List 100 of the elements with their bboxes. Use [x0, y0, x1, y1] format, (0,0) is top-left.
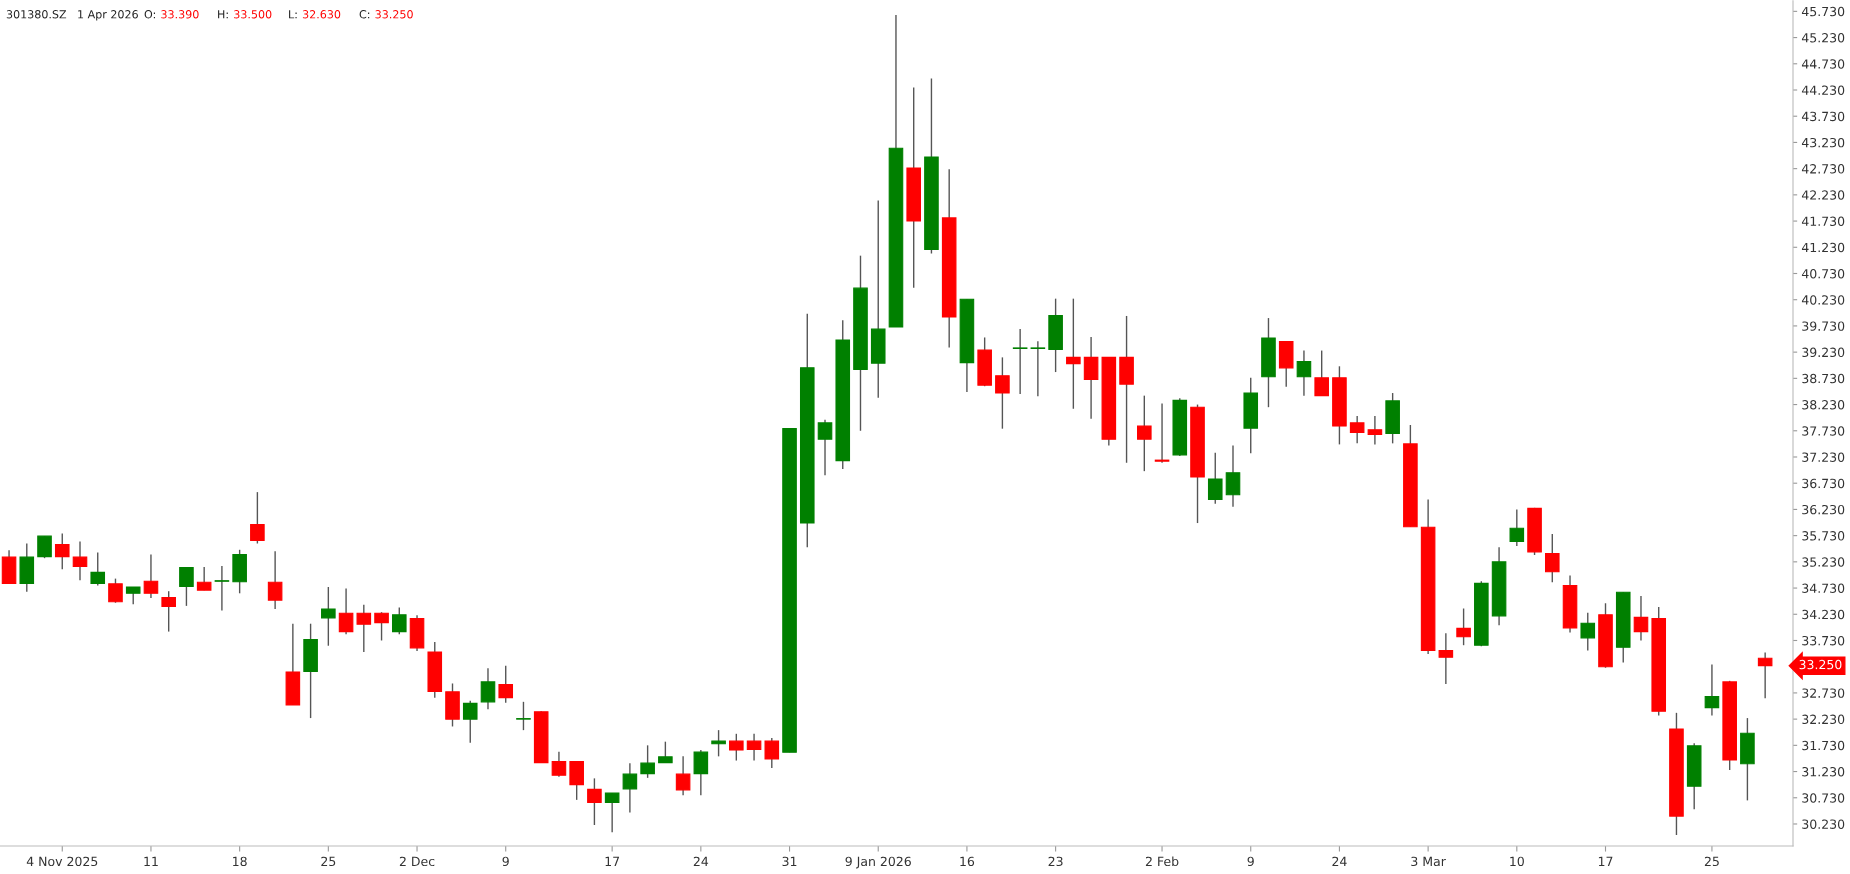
x-tick-label: 2 Feb	[1145, 856, 1179, 867]
text: 33.250	[1799, 659, 1842, 670]
candlestick	[37, 535, 52, 559]
candlestick	[1207, 452, 1223, 505]
y-tick-label: 34.730	[1802, 583, 1845, 593]
y-tick-label: 39.230	[1802, 347, 1845, 358]
y-tick-label: 43.730	[1801, 111, 1845, 122]
y-tick-label: 38.230	[1802, 400, 1845, 410]
annotation: L: 32.630	[289, 10, 341, 19]
y-tick-label: 41.730	[1801, 216, 1845, 226]
candlestick	[675, 755, 691, 796]
y-tick-label: 45.230	[1801, 33, 1845, 43]
candlestick	[1030, 340, 1046, 397]
x-tick-label: 17	[1598, 856, 1613, 866]
y-tick-label: 36.230	[1802, 504, 1845, 515]
y-tick-label: 42.730	[1801, 164, 1845, 174]
candlestick	[1367, 415, 1383, 446]
y-tick-label: 30.730	[1802, 793, 1845, 803]
y-tick-label: 39.730	[1802, 321, 1845, 331]
x-tick-label: 24	[693, 856, 709, 866]
y-tick-label: 31.230	[1802, 767, 1845, 777]
candlestick	[1012, 328, 1028, 395]
candlestick	[321, 586, 336, 647]
x-tick-label: 23	[1048, 856, 1063, 867]
candlestick	[214, 565, 230, 612]
y-tick-label: 35.230	[1802, 557, 1845, 567]
y-tick-label: 30.230	[1802, 819, 1845, 829]
y-tick-label: 34.230	[1802, 609, 1845, 620]
candlestick	[569, 760, 584, 801]
candlestick	[338, 587, 354, 635]
candlestick	[1296, 349, 1312, 397]
candlestick	[498, 664, 514, 704]
x-tick-label: 9	[1247, 856, 1254, 867]
candlestick	[1633, 595, 1649, 642]
candlestick	[1083, 336, 1099, 420]
annotation: O: 33.390	[144, 10, 199, 19]
text: 301380.SZ	[6, 10, 67, 19]
candlestick	[1349, 415, 1365, 445]
y-tick-label: 31.730	[1802, 740, 1845, 751]
candlestick	[90, 551, 106, 587]
candlestick	[711, 729, 726, 758]
candlestick	[391, 606, 407, 635]
x-tick-label: 24	[1332, 856, 1347, 866]
text: 1 Apr 2026	[78, 10, 138, 21]
x-tick-label: 31	[782, 856, 797, 867]
candlestick	[1456, 607, 1471, 646]
candlestick	[72, 540, 88, 581]
candlestick	[1509, 508, 1525, 547]
candlestick	[1704, 663, 1720, 717]
y-tick-label: 45.730	[1801, 6, 1845, 17]
y-tick-label: 35.730	[1802, 531, 1845, 541]
candlestick	[1544, 533, 1560, 583]
candlestick	[640, 744, 655, 779]
candlestick	[1314, 349, 1329, 397]
candlestick	[1137, 394, 1152, 472]
candlestick	[250, 491, 265, 545]
x-tick-label: 9 Jan 2026	[845, 856, 911, 869]
annotation: H: 33.500	[218, 10, 272, 19]
candlestick	[374, 611, 389, 642]
candlestick	[622, 762, 638, 814]
x-tick-label: 18	[233, 856, 247, 867]
candlestick	[267, 550, 283, 610]
candlestick	[995, 356, 1010, 430]
y-tick-label: 44.230	[1801, 85, 1845, 95]
candlestick	[604, 792, 620, 834]
y-tick-label: 37.730	[1802, 426, 1845, 436]
candlestick	[516, 701, 531, 731]
candlestick	[1154, 402, 1170, 464]
candlestick	[746, 733, 762, 762]
x-tick-label: 17	[605, 856, 620, 866]
candlestick	[587, 777, 602, 826]
x-tick-label: 25	[1704, 856, 1719, 867]
candlestick	[462, 700, 478, 744]
x-tick-label: 2 Dec	[399, 856, 435, 867]
candlestick	[179, 566, 194, 607]
y-tick-label: 36.730	[1802, 478, 1845, 489]
y-tick-label: 32.230	[1802, 714, 1845, 725]
candlestick	[196, 566, 212, 591]
candlestick	[54, 532, 70, 570]
candlestick	[1066, 297, 1081, 410]
y-tick-label: 33.730	[1802, 635, 1845, 646]
y-tick-label: 32.730	[1802, 688, 1845, 698]
x-tick-label: 4 Nov 2025	[26, 856, 98, 867]
y-tick-label: 42.230	[1801, 190, 1845, 200]
candlestick	[658, 740, 673, 764]
candlestick	[817, 419, 833, 477]
candlestick	[1438, 632, 1454, 685]
candlestick	[480, 667, 496, 710]
x-tick-label: 9	[502, 856, 509, 867]
candlestick	[764, 737, 780, 769]
y-tick-label: 38.730	[1802, 373, 1845, 384]
annotation: C: 33.250	[359, 10, 413, 19]
candlestick	[1757, 651, 1773, 699]
candlestick	[729, 733, 744, 762]
x-tick-label: 11	[144, 856, 158, 866]
x-tick-label: 25	[321, 856, 336, 867]
y-tick-label: 37.230	[1802, 452, 1845, 462]
y-tick-label: 43.230	[1801, 137, 1845, 148]
candlestick	[143, 553, 159, 599]
y-tick-label: 40.730	[1801, 268, 1845, 279]
